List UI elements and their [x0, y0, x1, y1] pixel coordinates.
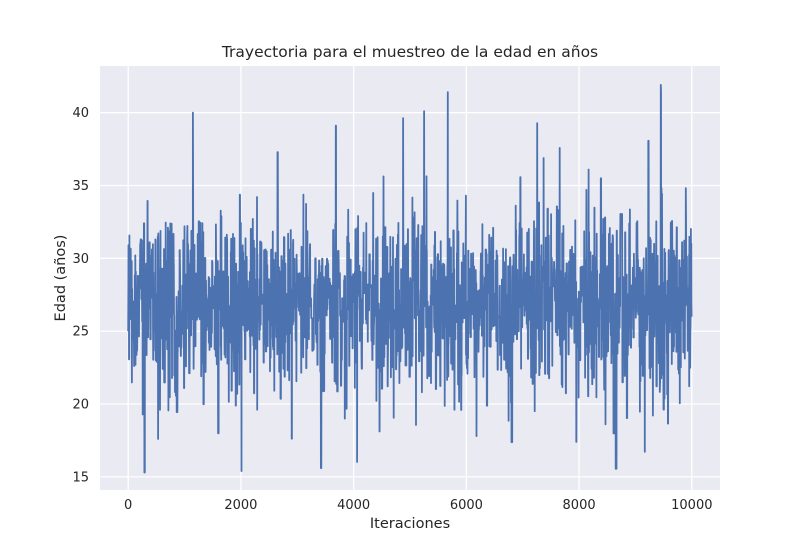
- x-tick-label: 10000: [671, 498, 712, 513]
- y-tick-label: 20: [72, 398, 89, 413]
- y-tick-label: 40: [72, 106, 89, 121]
- series-layer: [127, 84, 693, 474]
- x-tick-label: 0: [124, 498, 132, 513]
- x-tick-label: 8000: [563, 498, 596, 513]
- y-tick-label: 35: [72, 179, 89, 194]
- y-tick-label: 25: [72, 325, 89, 340]
- x-tick-label: 2000: [224, 498, 257, 513]
- chart-title: Trayectoria para el muestreo de la edad …: [221, 43, 598, 61]
- x-tick-label: 6000: [450, 498, 483, 513]
- x-tick-label: 4000: [337, 498, 370, 513]
- x-axis-label: Iteraciones: [370, 516, 450, 532]
- series-line: [127, 84, 693, 474]
- y-tick-label: 15: [72, 470, 89, 485]
- tick-labels: 0 2000 4000 6000 8000 10000 15 20 25 30 35 40: [72, 106, 712, 513]
- y-axis-label: Edad (años): [53, 235, 69, 322]
- y-tick-label: 30: [72, 252, 89, 267]
